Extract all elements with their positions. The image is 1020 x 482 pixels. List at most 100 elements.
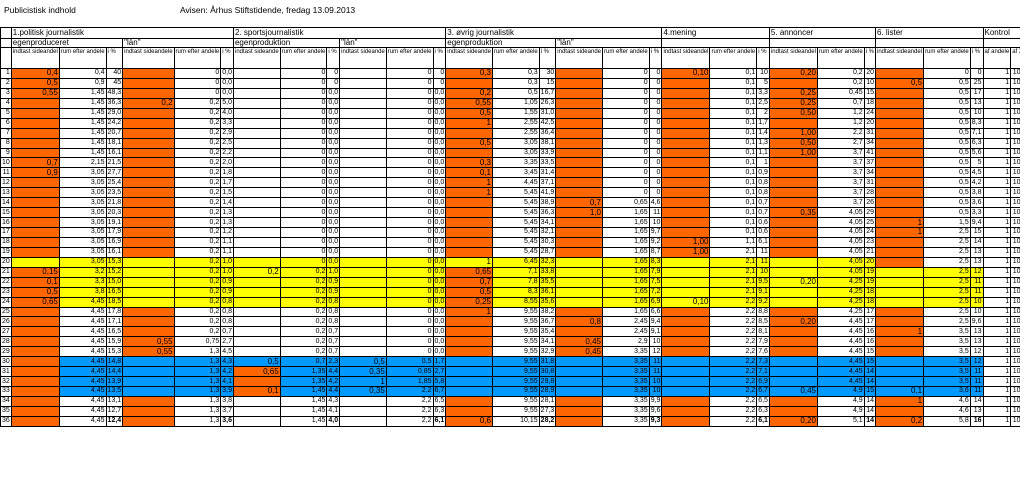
data-cell: 0,2 (173, 117, 222, 129)
data-cell: 7,6 (756, 346, 770, 358)
data-cell: 5,45 (491, 187, 540, 199)
data-cell: 0,20 (768, 276, 818, 288)
data-cell: 0,0 (432, 336, 447, 348)
data-cell: 3,05 (491, 147, 540, 159)
data-cell: 4,45 (58, 346, 107, 358)
table-row: 28 4,45 15,9 0,55 0,75 2,7 0,2 0,7 0 0,0 9,55 34,1 0… (0, 336, 1020, 348)
data-cell: 4,5 (969, 167, 984, 179)
data-cell: 0,55 (445, 97, 493, 109)
section-header-sport: 2. sportsjournalistik (232, 27, 447, 39)
data-cell: 0 (385, 256, 434, 268)
data-cell: 4,25 (816, 306, 865, 318)
data-cell: 0,8 (756, 177, 770, 189)
data-cell: 0 (648, 77, 663, 89)
data-cell: 0,2 (816, 68, 865, 79)
data-cell: 100,0 (1010, 276, 1020, 288)
data-cell: 0,5 (491, 87, 540, 99)
data-cell: 1,3 (173, 415, 222, 427)
data-cell (10, 386, 60, 397)
data-cell: 0,0 (432, 346, 447, 358)
data-cell: 100,0 (1010, 77, 1020, 89)
data-cell: 0,9 (756, 167, 770, 179)
data-cell: 25 (969, 77, 984, 89)
data-cell: 1,3 (756, 137, 770, 149)
data-cell (10, 395, 60, 407)
data-cell: 3,05 (58, 256, 107, 268)
data-cell: 1,3 (173, 386, 222, 397)
data-cell: 1,65 (602, 266, 650, 278)
data-cell: 0,7 (326, 326, 341, 338)
data-cell (661, 97, 711, 109)
data-cell: 1,2 (816, 107, 865, 119)
data-cell (555, 395, 603, 407)
data-cell: 13 (969, 336, 984, 348)
data-cell: 18 (863, 286, 877, 298)
data-cell: 100,0 (1010, 137, 1020, 149)
data-cell: 100,0 (1010, 117, 1020, 129)
data-cell: 38,2 (538, 306, 557, 318)
data-cell: 2,2 (709, 415, 758, 427)
data-cell (122, 415, 175, 427)
data-cell: 1,55 (491, 107, 540, 119)
data-cell (122, 68, 175, 79)
data-cell: 9,2 (648, 236, 663, 248)
data-cell: 0,9 (58, 77, 107, 89)
data-cell: 3,35 (602, 356, 650, 368)
data-cell: 100,0 (1010, 246, 1020, 258)
data-cell: 6,1 (756, 415, 770, 427)
data-cell: 0,7 (279, 356, 328, 368)
data-cell: 9,9 (648, 395, 663, 407)
data-cell: 0,55 (122, 336, 175, 348)
data-cell: 0,1 (709, 197, 758, 209)
data-cell: 15,9 (105, 336, 124, 348)
data-cell: 9,55 (491, 326, 540, 338)
data-cell (661, 167, 711, 179)
data-cell (768, 217, 818, 228)
column-header: i % (648, 47, 663, 69)
data-cell: 100,0 (1010, 346, 1020, 358)
data-cell: 4,45 (58, 376, 107, 387)
data-cell: 0,6 (756, 227, 770, 238)
data-cell: 4,45 (491, 177, 540, 189)
data-cell (339, 227, 387, 238)
data-cell: 3,3 (58, 276, 107, 288)
data-cell (661, 127, 711, 139)
data-cell: 2,1 (709, 246, 758, 258)
data-cell (232, 336, 281, 348)
row-number: 5 (0, 107, 12, 119)
data-cell: 24,2 (105, 117, 124, 129)
data-cell: 0 (279, 227, 328, 238)
data-cell: 13,1 (105, 395, 124, 407)
data-cell: 1,85 (385, 376, 434, 387)
data-cell: 10 (648, 336, 663, 348)
data-cell: 29,0 (105, 107, 124, 119)
data-cell: 11 (648, 356, 663, 368)
row-number: 16 (0, 217, 12, 228)
data-cell (445, 227, 493, 238)
data-cell: 2,2 (709, 346, 758, 358)
data-cell: 0 (969, 68, 984, 79)
data-cell: 0,0 (432, 286, 447, 298)
data-cell: 9,7 (648, 227, 663, 238)
data-cell (445, 395, 493, 407)
section-header-kontrol: Kontrol (982, 27, 1020, 39)
table-row: 2 0,5 0,9 45 0 0,0 0 0 0 0 0,3 15 0 0 0,1 5 0,2 10 0,5 0,5 2… (0, 77, 1020, 89)
data-cell (661, 217, 711, 228)
data-cell (661, 286, 711, 298)
data-cell (122, 276, 175, 288)
row-number: 7 (0, 127, 12, 139)
data-cell: 0,9 (10, 167, 60, 179)
data-cell: 0,5 (875, 77, 925, 89)
data-cell: 36,3 (538, 207, 557, 219)
data-cell: 5,45 (491, 207, 540, 219)
data-cell: 14 (969, 236, 984, 248)
data-cell: 0 (279, 177, 328, 189)
data-cell: 35,5 (538, 276, 557, 288)
data-cell: 15,2 (105, 266, 124, 278)
data-cell (122, 217, 175, 228)
sub-header (982, 38, 1020, 48)
data-cell: 2,45 (602, 326, 650, 338)
table-row: 35 4,45 12,7 1,3 3,7 1,45 4,1 2,2 6,3 9,55 27,3 3,3… (0, 405, 1020, 417)
data-cell: 3,6 (220, 415, 234, 427)
column-header: indtast sideande (339, 47, 387, 69)
